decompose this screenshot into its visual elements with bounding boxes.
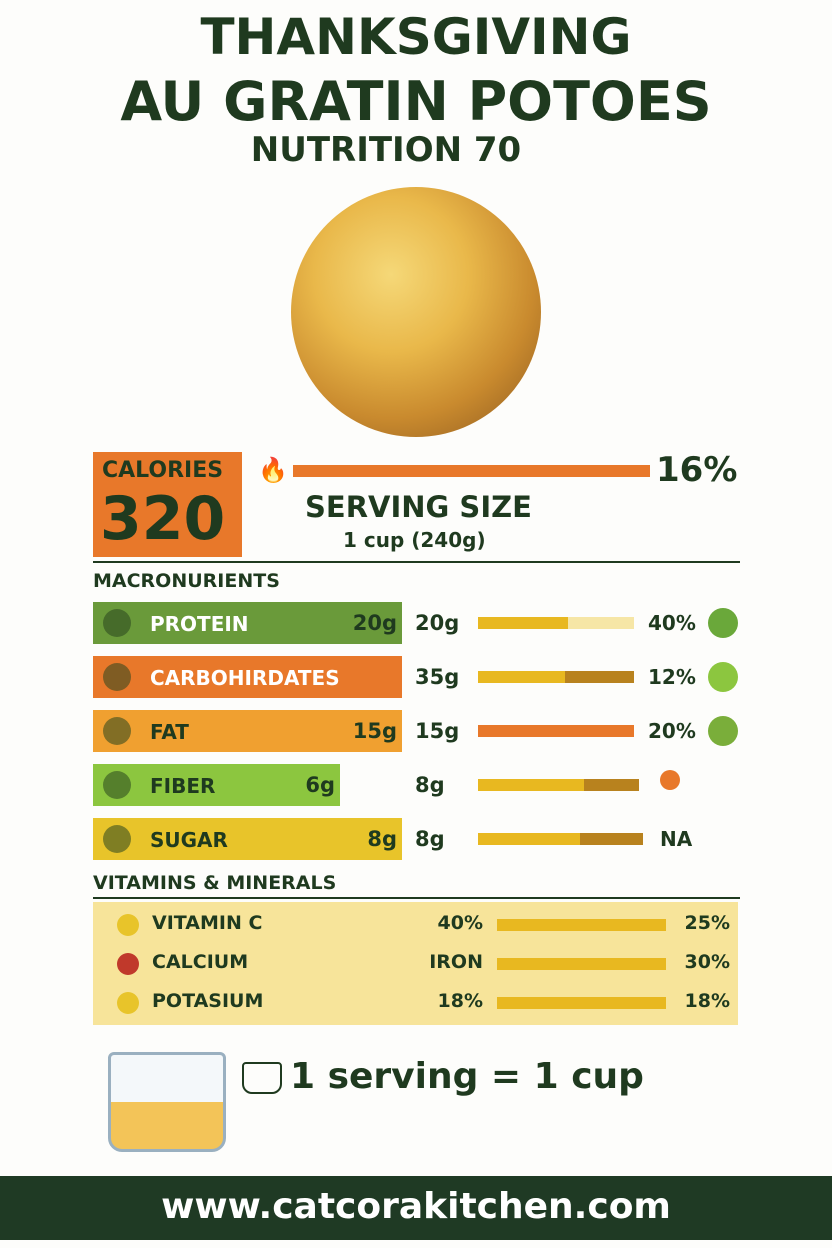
vitamin-name: CALCIUM (152, 951, 249, 973)
macros-heading: MACRONURIENTS (93, 570, 280, 592)
serving-value: 1 cup (240g) (343, 528, 486, 552)
macro-amount2: 8g (415, 773, 445, 797)
vitamin-value2: 25% (684, 912, 730, 934)
macro-amount2: 8g (415, 827, 445, 851)
macro-bar-fill (478, 779, 584, 791)
macro-percent: NA (660, 827, 693, 851)
macro-bar-fill (478, 671, 565, 683)
macro-amount2: 35g (415, 665, 460, 689)
macro-name: SUGAR (150, 828, 228, 852)
macro-amount2: 20g (415, 611, 460, 635)
subtitle: NUTRITION 70 (250, 130, 522, 170)
calories-label: CALORIES (102, 458, 224, 483)
footer-url: www.catcorakitchen.com (161, 1186, 671, 1227)
macro-amount2: 15g (415, 719, 460, 743)
macro-icon (103, 609, 131, 637)
macro-percent: 12% (648, 665, 696, 689)
cup-icon (242, 1062, 282, 1094)
vitamin-value: 18% (437, 990, 483, 1012)
vitamin-icon (117, 914, 139, 936)
food-photo (291, 187, 541, 437)
macro-amount: 8g (367, 827, 397, 851)
vitamin-bar (497, 958, 666, 970)
macro-bar-fill (478, 617, 568, 629)
macro-box (93, 602, 402, 644)
macro-box (93, 818, 402, 860)
calories-box (93, 452, 242, 557)
vitamin-name: VITAMIN C (152, 912, 263, 934)
macro-name: CARBOHIRDATES (150, 666, 340, 690)
macro-icon (103, 771, 131, 799)
macro-icon (103, 717, 131, 745)
macro-box (93, 656, 402, 698)
macro-bar-fill (478, 725, 634, 737)
status-icon (660, 770, 680, 790)
vitamin-icon (117, 953, 139, 975)
macro-name: PROTEIN (150, 612, 249, 636)
status-icon (708, 716, 738, 746)
macro-bar-fill (478, 833, 580, 845)
macro-icon (103, 825, 131, 853)
macro-percent: 40% (648, 611, 696, 635)
divider (93, 897, 740, 899)
calorie-bar (293, 465, 650, 477)
macro-name: FAT (150, 720, 189, 744)
title-line1: THANKSGIVING (200, 8, 632, 66)
divider (93, 561, 740, 563)
macro-box (93, 710, 402, 752)
vitamins-heading: VITAMINS & MINERALS (93, 872, 337, 894)
vitamin-name: POTASIUM (152, 990, 264, 1012)
flame-icon: 🔥 (258, 456, 288, 484)
macro-amount: 6g (305, 773, 335, 797)
title-line2: AU GRATIN POTOES (120, 70, 712, 133)
measuring-cup (108, 1052, 226, 1152)
macro-amount: 15g (352, 719, 397, 743)
footer-bar (0, 1176, 832, 1240)
vitamin-value: 40% (437, 912, 483, 934)
status-icon (708, 608, 738, 638)
macro-box (93, 764, 340, 806)
status-icon (708, 662, 738, 692)
macro-percent: 20% (648, 719, 696, 743)
vitamin-bar (497, 997, 666, 1009)
vitamin-value2: 30% (684, 951, 730, 973)
serving-note: 1 serving = 1 cup (290, 1056, 644, 1097)
calories-value: 320 (100, 484, 226, 554)
macro-amount: 20g (352, 611, 397, 635)
vitamin-bar (497, 919, 666, 931)
vitamin-value2: 18% (684, 990, 730, 1012)
serving-label: SERVING SIZE (305, 490, 532, 524)
vitamin-value: IRON (429, 951, 483, 973)
macro-icon (103, 663, 131, 691)
vitamin-icon (117, 992, 139, 1014)
macro-name: FIBER (150, 774, 216, 798)
calories-percent: 16% (656, 450, 738, 490)
